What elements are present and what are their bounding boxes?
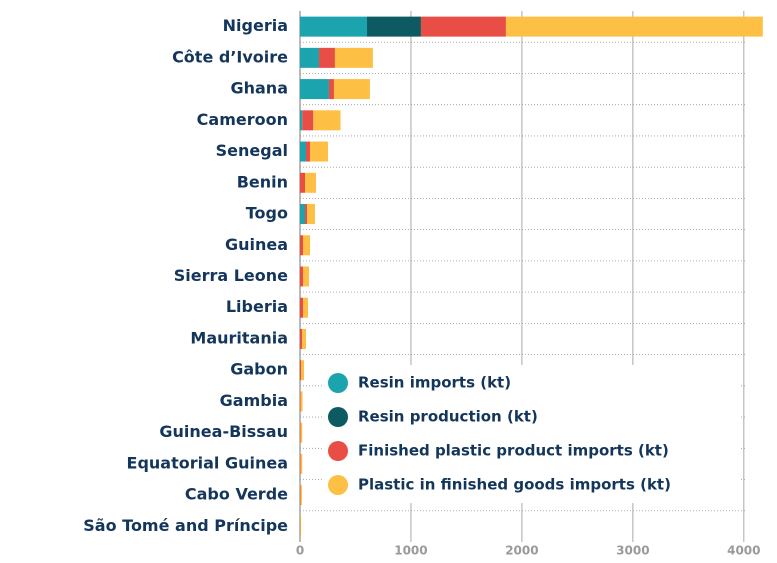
bar-segment [301,328,306,349]
bar-segment [367,16,421,37]
bar-segment [300,47,319,68]
bar-segment [300,297,303,318]
category-label: Cabo Verde [185,485,288,504]
bar-segment [300,422,301,443]
category-label: Cameroon [197,110,288,129]
category-label: Gabon [230,360,288,379]
category-label: Togo [246,204,288,223]
legend-swatch [328,407,348,427]
bar-segment [300,16,368,37]
bar-segment [300,360,304,381]
legend-swatch [328,475,348,495]
legend-swatch [328,373,348,393]
x-tick-label: 1000 [394,544,427,558]
x-tick-label: 0 [296,544,304,558]
category-label: Nigeria [223,16,288,35]
category-label: Guinea-Bissau [159,422,288,441]
bar-segment [505,16,763,37]
x-tick-label: 2000 [505,544,538,558]
bar-segment [302,266,309,287]
bar-segment [300,453,303,474]
category-label: Liberia [226,297,288,316]
bar-segment [306,204,315,225]
bar-segment [300,485,302,506]
bar-segment [420,16,506,37]
category-label: Côte d’Ivoire [172,47,288,66]
bar-segment [300,141,306,162]
bar-segment [304,204,307,225]
bar-segment [300,516,302,537]
bar-segment [328,79,334,100]
bar-segment [300,391,301,412]
bar-segment [313,110,341,131]
x-tick-label: 4000 [727,544,760,558]
bar-segment [300,485,301,506]
category-label: Equatorial Guinea [127,453,288,472]
bar-segment [300,328,302,349]
legend-label: Finished plastic product imports (kt) [358,442,669,460]
legend-box [322,365,740,503]
legend-swatch [328,441,348,461]
bar-segment [300,79,329,100]
bar-segment [302,110,314,131]
bar-segment [300,266,303,287]
bar-segment [318,47,335,68]
bar-segment [309,141,328,162]
bar-segment [334,47,373,68]
bar-segment [300,453,301,474]
category-label: São Tomé and Príncipe [83,516,288,535]
category-label: Guinea [225,235,288,254]
x-tick-label: 3000 [616,544,649,558]
category-label: Sierra Leone [174,266,288,285]
category-label: Ghana [230,79,288,98]
bar-segment [302,235,310,256]
bar-segment [333,79,370,100]
bar-segment [304,172,316,193]
bar-segment [300,204,305,225]
bar-segment [302,297,308,318]
bar-segment [300,110,303,131]
bar-segment [300,235,303,256]
bar-segment [300,391,303,412]
legend-label: Resin production (kt) [358,408,538,426]
legend-label: Resin imports (kt) [358,374,511,392]
bar-segment [300,172,305,193]
legend-label: Plastic in finished goods imports (kt) [358,476,671,494]
bar-segment [300,360,301,381]
category-label: Gambia [220,391,288,410]
bar-segment [305,141,310,162]
category-label: Senegal [216,141,288,160]
category-label: Mauritania [190,328,288,347]
bar-segment [300,422,303,443]
category-label: Benin [237,172,288,191]
